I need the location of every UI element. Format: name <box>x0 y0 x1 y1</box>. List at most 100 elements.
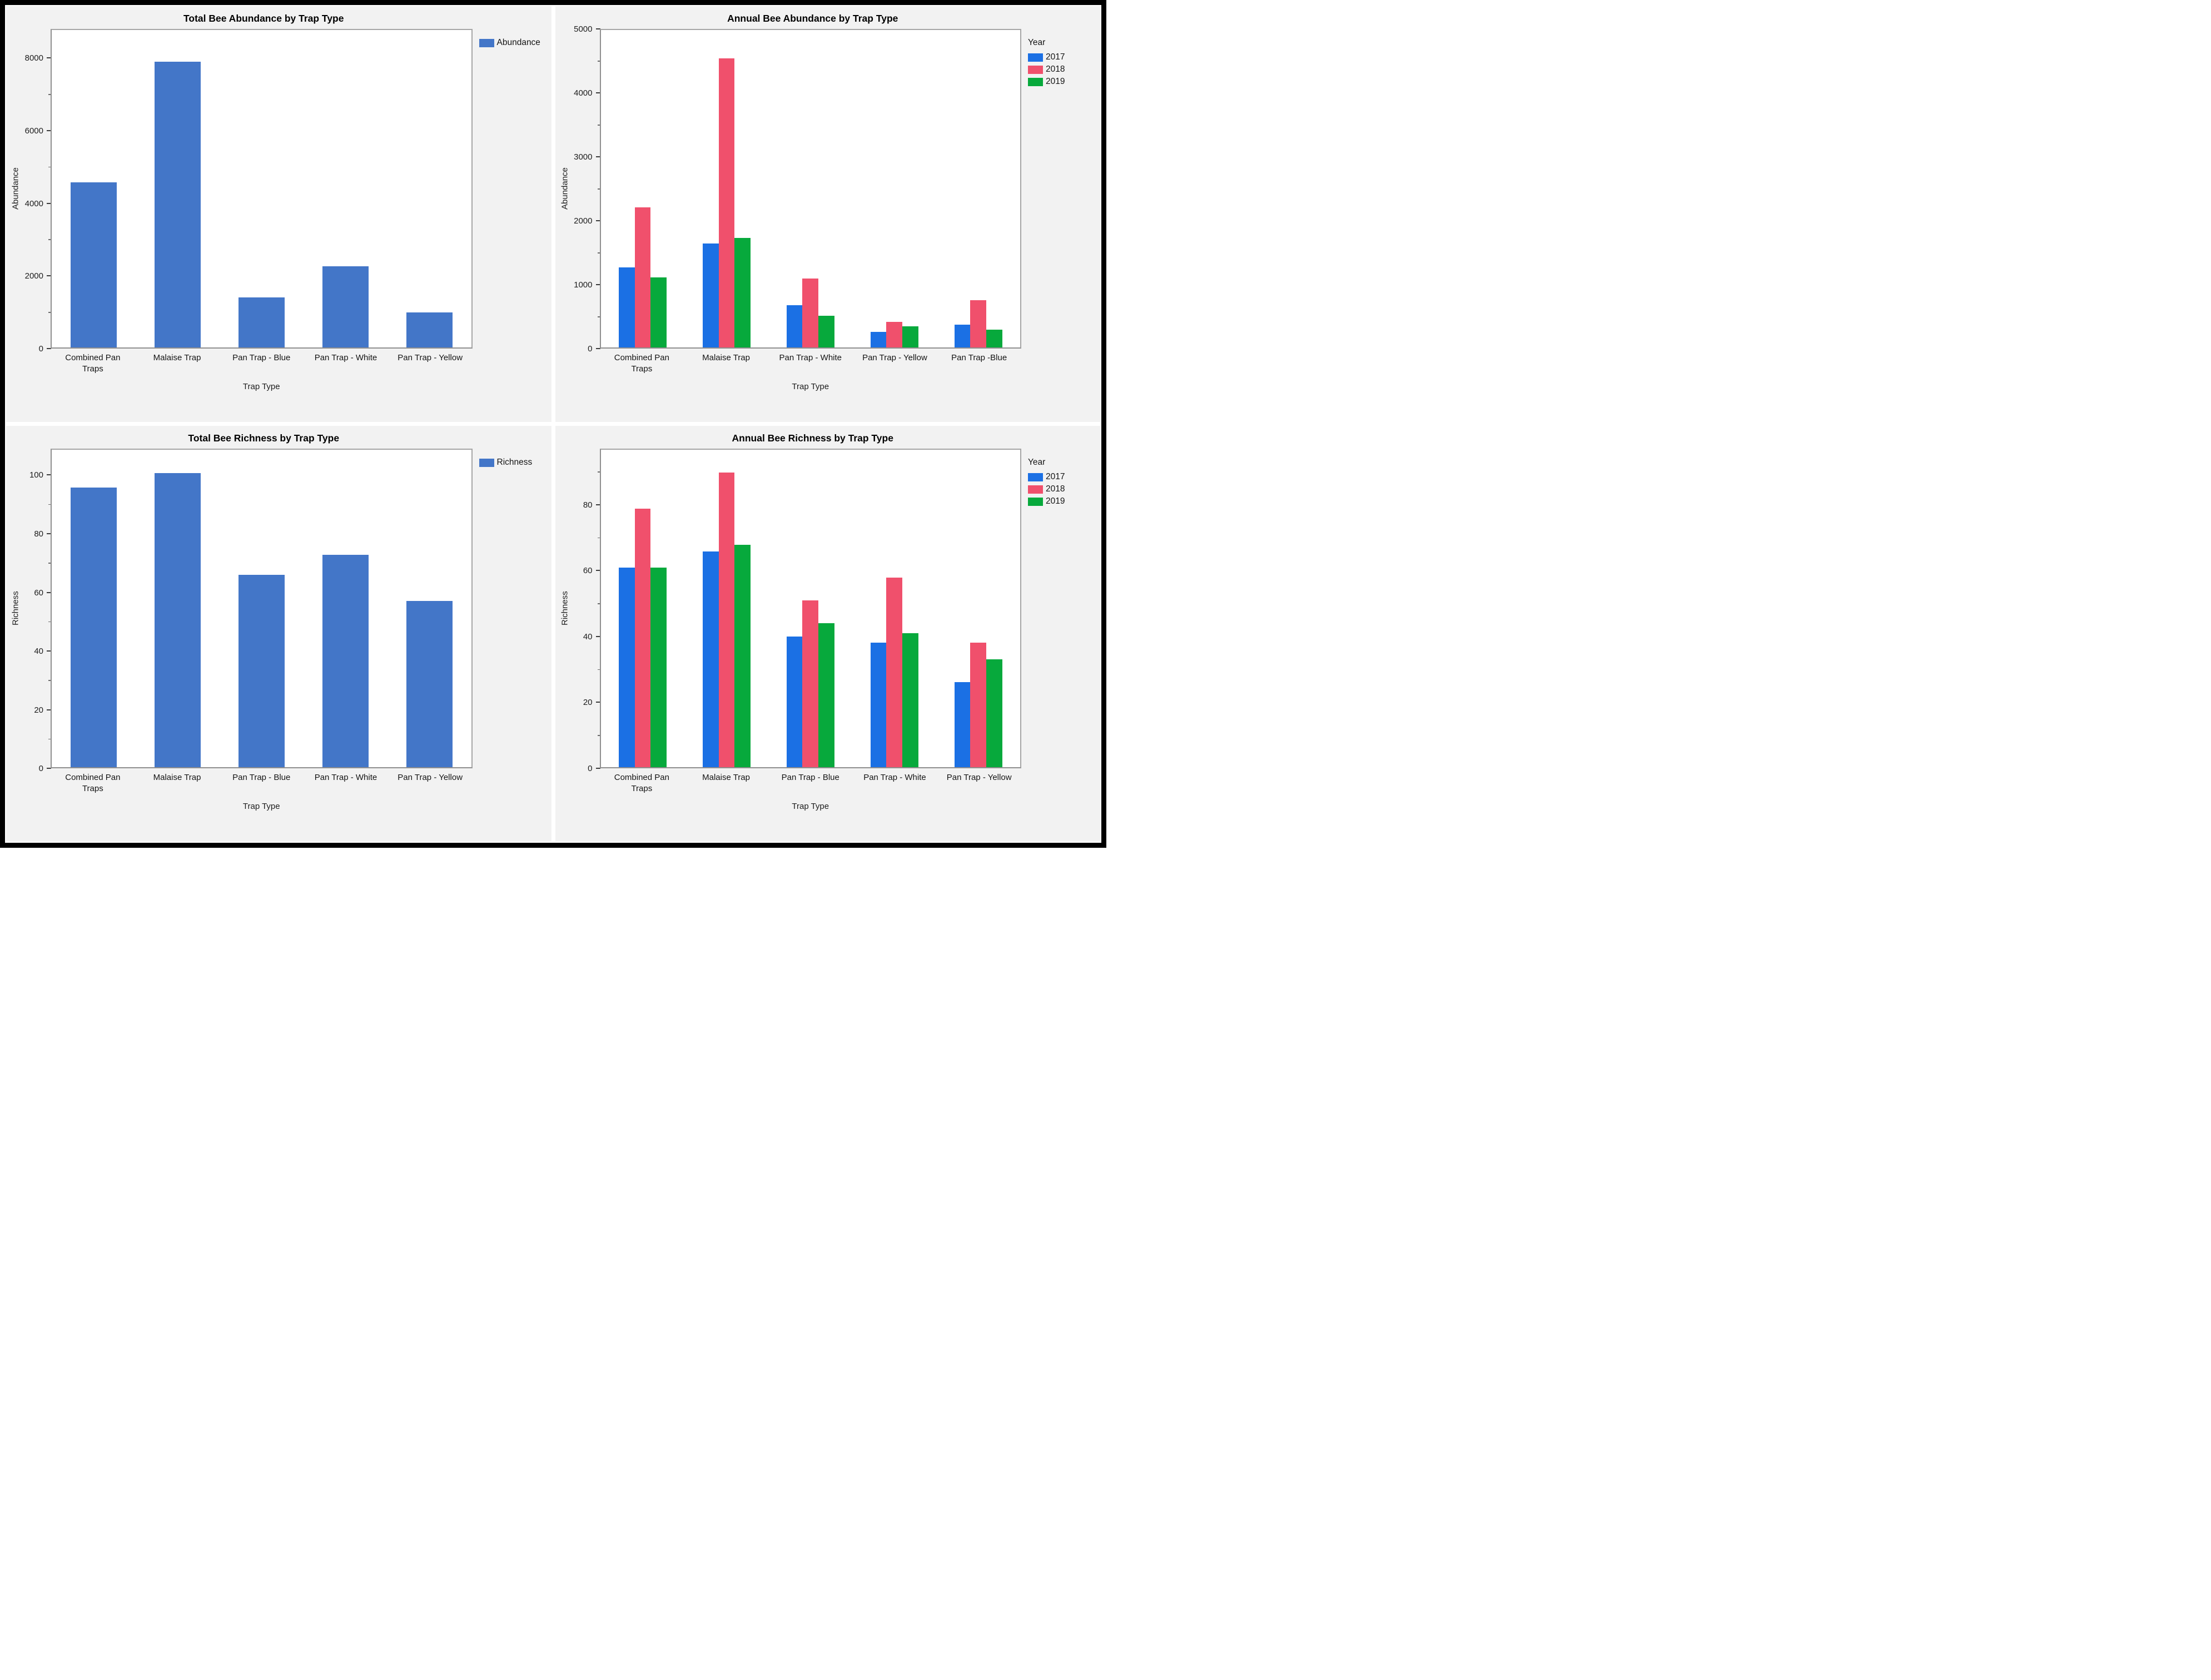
y-tick-mark <box>595 768 600 769</box>
x-axis-title: Trap Type <box>242 802 280 811</box>
bar-group-pan-trap-blue <box>768 450 852 767</box>
x-tick-label: Malaise Trap <box>702 353 750 362</box>
plot-area <box>599 29 1021 349</box>
chart-grid: Total Bee Abundance by Trap Type Abundan… <box>5 5 1101 843</box>
panel-total-abundance: Total Bee Abundance by Trap Type Abundan… <box>6 6 551 422</box>
x-tick-label: Pan Trap - Blue <box>781 773 839 782</box>
bar-pan-trap-yellow-2018 <box>970 643 986 767</box>
bar-pan-trap-blue-2019 <box>986 330 1002 347</box>
y-tick-label: 100 <box>29 470 43 480</box>
x-axis-title: Trap Type <box>792 802 829 811</box>
x-tick-label: Pan Trap - Yellow <box>862 353 927 362</box>
bar-pan-trap-yellow-2018 <box>886 322 902 347</box>
x-tick-label: Pan Trap - Blue <box>232 353 291 362</box>
legend-swatch-abundance <box>479 38 494 47</box>
bar-pan-trap-yellow-abundance <box>406 312 453 347</box>
bar-pan-trap-white-2019 <box>902 633 918 767</box>
bar-pan-trap-white-2018 <box>886 577 902 767</box>
y-minor-tick-mark <box>48 94 51 95</box>
x-tick-label: Combined Pan Traps <box>614 353 669 374</box>
legend-entry-abundance: Abundance <box>479 38 549 48</box>
bar-group-pan-trap-white <box>852 450 936 767</box>
legend-entry-2017: 2017 <box>1028 472 1098 482</box>
y-axis-title: Abundance <box>11 167 21 210</box>
y-axis-title: Abundance <box>560 167 569 210</box>
y-minor-tick-mark <box>597 735 600 736</box>
y-tick-label: 2000 <box>574 216 593 226</box>
y-tick-label: 40 <box>34 647 43 656</box>
y-tick-label: 1000 <box>574 280 593 290</box>
bar-malaise-trap-2017 <box>702 551 719 767</box>
legend: Year 2017 2018 2019 <box>1021 29 1098 397</box>
x-tick-label: Combined Pan Traps <box>65 773 121 793</box>
legend-label: 2017 <box>1046 52 1065 62</box>
y-minor-tick-mark <box>48 680 51 681</box>
plot-area <box>51 449 473 768</box>
bar-pan-trap-yellow-2019 <box>986 659 1002 767</box>
bar-group-pan-trap-yellow <box>387 30 471 347</box>
x-tick-label: Malaise Trap <box>153 773 201 782</box>
bar-group-combined-pan-traps <box>601 450 685 767</box>
y-minor-tick-mark <box>48 239 51 240</box>
x-tick-label: Pan Trap - Yellow <box>398 773 463 782</box>
chart-title: Total Bee Abundance by Trap Type <box>183 13 344 24</box>
legend: Year 2017 2018 2019 <box>1021 449 1098 817</box>
y-tick-mark <box>47 275 51 277</box>
legend-entry-2017: 2017 <box>1028 52 1098 62</box>
y-tick-label: 2000 <box>24 271 43 281</box>
panel-annual-abundance: Annual Bee Abundance by Trap Type Abunda… <box>555 6 1100 422</box>
bar-combined-pan-traps-2019 <box>650 277 667 347</box>
bar-pan-trap-blue-abundance <box>238 297 285 347</box>
x-tick-labels: Combined Pan Traps Malaise Trap Pan Trap -… <box>51 772 473 794</box>
y-minor-tick-mark <box>597 537 600 539</box>
bar-pan-trap-yellow-2017 <box>870 332 887 347</box>
bar-malaise-trap-abundance <box>154 62 201 347</box>
x-tick-labels: Combined Pan Traps Malaise Trap Pan Trap -… <box>600 352 1022 374</box>
y-tick-mark <box>595 504 600 505</box>
legend-label: Richness <box>496 458 533 467</box>
bar-group-malaise-trap <box>136 30 220 347</box>
panel-annual-richness: Annual Bee Richness by Trap Type Richnes… <box>555 426 1100 842</box>
x-tick-label: Pan Trap - Yellow <box>946 773 1012 782</box>
legend: Abundance <box>473 29 549 397</box>
bar-pan-trap-blue-2019 <box>818 623 834 767</box>
x-tick-label: Combined Pan Traps <box>614 773 669 793</box>
y-tick-label: 0 <box>588 344 593 354</box>
x-axis-title: Trap Type <box>792 382 829 391</box>
bar-group-pan-trap-blue <box>220 30 304 347</box>
y-minor-tick-mark <box>597 471 600 473</box>
legend-swatch-2019 <box>1028 77 1043 86</box>
legend-label: 2018 <box>1046 484 1065 494</box>
bar-group-malaise-trap <box>684 30 768 347</box>
y-axis-title: Richness <box>560 591 569 626</box>
legend: Richness <box>473 449 549 817</box>
y-tick-label: 60 <box>34 588 43 598</box>
figure-frame: Total Bee Abundance by Trap Type Abundan… <box>0 0 1106 848</box>
y-tick-label: 80 <box>34 529 43 539</box>
bar-group-malaise-trap <box>136 450 220 767</box>
y-minor-tick-mark <box>597 603 600 604</box>
legend-label: 2019 <box>1046 77 1065 86</box>
y-tick-label: 0 <box>38 764 43 773</box>
bar-pan-trap-white-2017 <box>786 305 803 347</box>
y-tick-label: 6000 <box>24 126 43 136</box>
y-minor-tick-mark <box>597 669 600 670</box>
bar-group-combined-pan-traps <box>601 30 685 347</box>
y-axis: 0 20 40 60 80 100 <box>22 449 51 773</box>
legend-title: Year <box>1028 458 1046 467</box>
plot-area <box>51 29 473 349</box>
bar-pan-trap-white-richness <box>322 554 369 767</box>
y-tick-mark <box>47 474 51 476</box>
x-tick-label: Pan Trap -Blue <box>951 353 1007 362</box>
y-minor-tick-mark <box>48 563 51 564</box>
y-minor-tick-mark <box>597 125 600 126</box>
y-axis: 0 1000 2000 3000 4000 5000 <box>571 24 600 354</box>
bar-malaise-trap-2017 <box>702 243 719 347</box>
bar-group-pan-trap-blue <box>220 450 304 767</box>
bar-group-malaise-trap <box>684 450 768 767</box>
legend-entry-2019: 2019 <box>1028 496 1098 506</box>
y-minor-tick-mark <box>48 621 51 623</box>
y-tick-mark <box>595 28 600 29</box>
bar-combined-pan-traps-2019 <box>650 567 667 767</box>
y-minor-tick-mark <box>597 61 600 62</box>
